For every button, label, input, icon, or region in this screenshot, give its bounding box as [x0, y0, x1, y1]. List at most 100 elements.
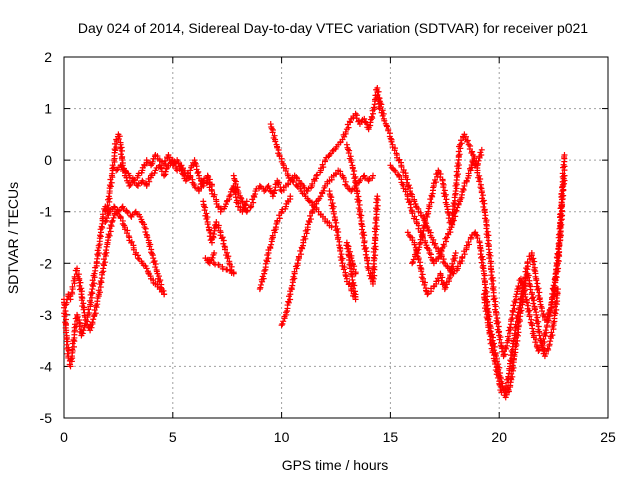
data-point	[115, 208, 122, 215]
data-point	[307, 216, 314, 223]
data-point	[508, 358, 515, 365]
data-point	[112, 147, 119, 154]
data-point	[117, 151, 124, 158]
data-point	[78, 297, 85, 304]
data-point	[529, 325, 536, 332]
data-point	[533, 277, 540, 284]
data-point	[275, 181, 282, 188]
data-point	[534, 314, 541, 321]
data-point	[294, 260, 301, 267]
data-point	[555, 245, 562, 252]
data-point	[116, 207, 123, 214]
data-point	[440, 280, 447, 287]
data-point	[366, 175, 373, 182]
data-point	[476, 178, 483, 185]
data-point	[87, 327, 94, 334]
data-point	[88, 289, 95, 296]
data-point	[250, 199, 257, 206]
x-axis-label: GPS time / hours	[282, 457, 389, 473]
data-point	[148, 171, 155, 178]
data-point	[364, 257, 371, 264]
data-point	[363, 248, 370, 255]
data-point	[478, 247, 485, 254]
data-point	[479, 256, 486, 263]
data-point	[265, 182, 272, 189]
data-point	[520, 286, 527, 293]
data-point	[348, 255, 355, 262]
data-point	[210, 231, 217, 238]
data-point	[374, 202, 381, 209]
data-point	[187, 167, 194, 174]
data-point	[201, 175, 208, 182]
data-point	[425, 290, 432, 297]
plot-frame	[63, 56, 609, 419]
data-point	[306, 219, 313, 226]
data-point	[373, 223, 380, 230]
data-point	[398, 163, 405, 170]
data-point	[533, 343, 540, 350]
data-point	[552, 310, 559, 317]
data-point	[92, 310, 99, 317]
data-point	[119, 156, 126, 163]
data-point	[345, 150, 352, 157]
data-point	[428, 199, 435, 206]
x-tick-label: 0	[60, 429, 68, 445]
data-point	[90, 280, 97, 287]
data-point	[116, 133, 123, 140]
data-point	[135, 170, 142, 177]
data-point	[485, 246, 492, 253]
data-point	[443, 196, 450, 203]
data-point	[285, 299, 292, 306]
data-point	[201, 207, 208, 214]
data-point	[333, 219, 340, 226]
data-point	[381, 117, 388, 124]
data-point	[477, 184, 484, 191]
data-point	[421, 281, 428, 288]
data-point	[533, 311, 540, 318]
data-point	[556, 248, 563, 255]
data-point	[97, 277, 104, 284]
data-point	[478, 146, 485, 153]
data-point	[289, 177, 296, 184]
data-point	[553, 294, 560, 301]
data-point	[542, 327, 549, 334]
data-point	[293, 174, 300, 181]
data-point	[107, 183, 114, 190]
data-point	[139, 179, 146, 186]
data-point	[352, 270, 359, 277]
data-point	[429, 256, 436, 263]
data-point	[61, 304, 68, 311]
data-point	[497, 342, 504, 349]
data-point	[557, 210, 564, 217]
data-point	[481, 272, 488, 279]
data-point	[465, 238, 472, 245]
data-point	[443, 238, 450, 245]
data-point	[162, 160, 169, 167]
data-point	[244, 207, 251, 214]
data-point	[90, 283, 97, 290]
data-point	[512, 321, 519, 328]
data-point	[137, 213, 144, 220]
data-point	[191, 159, 198, 166]
data-point	[357, 214, 364, 221]
data-point	[405, 182, 412, 189]
data-point	[120, 205, 127, 212]
data-point	[340, 266, 347, 273]
data-point	[313, 172, 320, 179]
data-point	[80, 327, 87, 334]
data-point	[219, 263, 226, 270]
data-point	[453, 168, 460, 175]
data-point	[488, 268, 495, 275]
data-point	[108, 219, 115, 226]
data-point	[525, 308, 532, 315]
data-point	[342, 128, 349, 135]
data-point	[419, 231, 426, 238]
data-point	[293, 182, 300, 189]
data-point	[195, 168, 202, 175]
data-point	[536, 289, 543, 296]
data-point	[409, 210, 416, 217]
data-point	[384, 123, 391, 130]
data-point	[69, 283, 76, 290]
data-point	[371, 240, 378, 247]
data-point	[110, 214, 117, 221]
